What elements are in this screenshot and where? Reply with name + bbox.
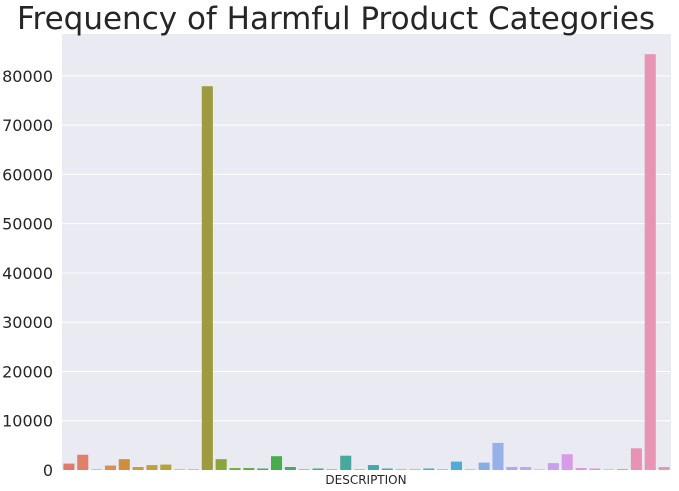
bar (492, 442, 504, 470)
bar (77, 454, 89, 470)
y-tick-label: 50000 (2, 215, 53, 234)
bar (547, 463, 559, 470)
bar (243, 468, 255, 470)
x-axis-label: DESCRIPTION (325, 473, 406, 487)
gridlines (62, 75, 671, 471)
bar (229, 468, 241, 470)
bar (340, 455, 352, 470)
chart-title: Frequency of Harmful Product Categories (17, 1, 655, 37)
bar (506, 467, 518, 470)
bar (478, 462, 490, 470)
y-tick-label: 70000 (2, 116, 53, 135)
bar (423, 468, 435, 470)
bar (201, 86, 213, 470)
y-tick-label: 60000 (2, 165, 53, 184)
bar (589, 468, 601, 470)
y-tick-label: 80000 (2, 67, 53, 86)
bar (257, 468, 269, 470)
bar (118, 459, 130, 470)
bar (312, 468, 324, 470)
plot-background (62, 34, 671, 470)
bar (63, 463, 75, 470)
bars (63, 54, 670, 470)
y-tick-label: 30000 (2, 313, 53, 332)
y-tick-label: 40000 (2, 264, 53, 283)
bar (450, 461, 462, 470)
y-tick-labels: 0 10000 20000 30000 40000 50000 60000 70000 8000… (2, 67, 53, 480)
bar (520, 467, 532, 470)
bar (575, 468, 587, 470)
bar (104, 465, 116, 470)
bar (381, 468, 393, 470)
bar (146, 465, 158, 470)
bar (561, 454, 573, 470)
bar (617, 469, 629, 470)
y-tick-label: 0 (43, 461, 53, 480)
bar (644, 54, 656, 470)
bar (658, 467, 670, 470)
bar (367, 465, 379, 470)
bar (132, 467, 144, 470)
bar (271, 456, 283, 470)
y-tick-label: 20000 (2, 362, 53, 381)
bar (630, 448, 642, 470)
bar (160, 464, 172, 470)
bar (284, 467, 296, 470)
y-tick-label: 10000 (2, 412, 53, 431)
bar (215, 459, 227, 470)
